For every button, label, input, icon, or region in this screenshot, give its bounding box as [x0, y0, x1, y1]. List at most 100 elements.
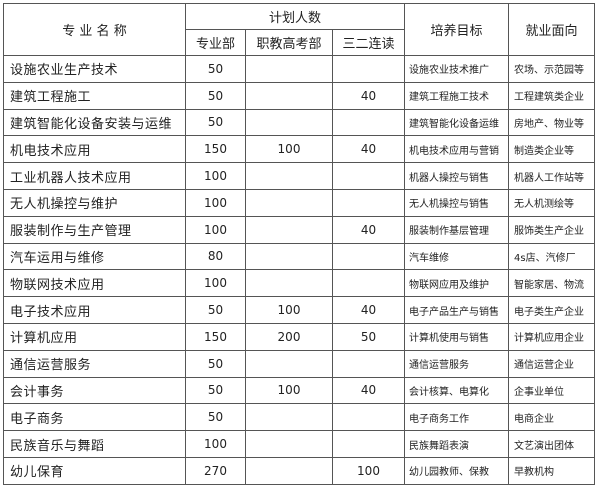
- training-goal: 通信运营服务: [404, 349, 509, 378]
- vocational-count: [245, 403, 333, 432]
- three-two-count: [332, 242, 405, 271]
- table-row: 电子商务 50 电子商务工作 电商企业: [3, 403, 595, 432]
- training-goal: 建筑工程施工技术: [404, 81, 509, 110]
- vocational-count: [245, 349, 333, 378]
- table-row: 设施农业生产技术 50 设施农业技术推广 农场、示范园等: [3, 55, 595, 83]
- dept-count: 50: [185, 108, 246, 137]
- three-two-count: [332, 188, 405, 217]
- training-goal: 物联网应用及维护: [404, 269, 509, 298]
- training-goal: 民族舞蹈表演: [404, 430, 509, 458]
- dept-count: 100: [185, 269, 246, 298]
- table-row: 计算机应用 150 200 50 计算机使用与销售 计算机应用企业: [3, 322, 595, 351]
- employment-direction: 无人机测绘等: [508, 188, 595, 217]
- employment-direction: 计算机应用企业: [508, 322, 595, 351]
- dept-count: 150: [185, 135, 246, 164]
- dept-count: 100: [185, 430, 246, 458]
- three-two-count: 40: [332, 81, 405, 110]
- three-two-count: 40: [332, 296, 405, 324]
- table-row: 无人机操控与维护 100 无人机操控与销售 无人机测绘等: [3, 188, 595, 217]
- three-two-count: 40: [332, 135, 405, 164]
- vocational-count: [245, 81, 333, 110]
- employment-direction: 农场、示范园等: [508, 55, 595, 83]
- dept-count: 50: [185, 376, 246, 405]
- training-goal: 计算机使用与销售: [404, 322, 509, 351]
- three-two-count: 40: [332, 376, 405, 405]
- training-goal: 电子商务工作: [404, 403, 509, 432]
- table-row: 幼儿保育 270 100 幼儿园教师、保教 早教机构: [3, 456, 595, 485]
- major-name: 建筑智能化设备安装与运维: [3, 108, 186, 137]
- dept-count: 50: [185, 55, 246, 83]
- table-row: 服装制作与生产管理 100 40 服装制作基层管理 服饰类生产企业: [3, 215, 595, 244]
- vocational-count: 100: [245, 296, 333, 324]
- employment-direction: 通信运营企业: [508, 349, 595, 378]
- header-vocational: 职教高考部: [245, 29, 333, 56]
- employment-direction: 房地产、物业等: [508, 108, 595, 137]
- major-name: 通信运营服务: [3, 349, 186, 378]
- enrollment-plan-table: 专 业 名 称 计划人数 培养目标 就业面向 专业部 职教高考部 三二连读 设施…: [3, 3, 595, 485]
- employment-direction: 服饰类生产企业: [508, 215, 595, 244]
- employment-direction: 早教机构: [508, 456, 595, 485]
- dept-count: 100: [185, 188, 246, 217]
- table-row: 建筑智能化设备安装与运维 50 建筑智能化设备运维 房地产、物业等: [3, 108, 595, 137]
- training-goal: 设施农业技术推广: [404, 55, 509, 83]
- training-goal: 幼儿园教师、保教: [404, 456, 509, 485]
- employment-direction: 制造类企业等: [508, 135, 595, 164]
- header-goal: 培养目标: [404, 3, 509, 56]
- vocational-count: 100: [245, 135, 333, 164]
- three-two-count: [332, 269, 405, 298]
- header-three-two: 三二连读: [332, 29, 405, 56]
- header-major: 专 业 名 称: [3, 3, 186, 56]
- three-two-count: [332, 108, 405, 137]
- vocational-count: 200: [245, 322, 333, 351]
- three-two-count: 50: [332, 322, 405, 351]
- training-goal: 汽车维修: [404, 242, 509, 271]
- vocational-count: [245, 456, 333, 485]
- major-name: 设施农业生产技术: [3, 55, 186, 83]
- three-two-count: [332, 55, 405, 83]
- table-row: 电子技术应用 50 100 40 电子产品生产与销售 电子类生产企业: [3, 296, 595, 324]
- dept-count: 50: [185, 349, 246, 378]
- vocational-count: [245, 162, 333, 190]
- dept-count: 50: [185, 403, 246, 432]
- header-dept: 专业部: [185, 29, 246, 56]
- employment-direction: 工程建筑类企业: [508, 81, 595, 110]
- major-name: 电子商务: [3, 403, 186, 432]
- vocational-count: [245, 269, 333, 298]
- vocational-count: 100: [245, 376, 333, 405]
- three-two-count: 40: [332, 215, 405, 244]
- training-goal: 机电技术应用与营销: [404, 135, 509, 164]
- employment-direction: 机器人工作站等: [508, 162, 595, 190]
- major-name: 电子技术应用: [3, 296, 186, 324]
- employment-direction: 电子类生产企业: [508, 296, 595, 324]
- major-name: 民族音乐与舞蹈: [3, 430, 186, 458]
- table-row: 会计事务 50 100 40 会计核算、电算化 企事业单位: [3, 376, 595, 405]
- vocational-count: [245, 55, 333, 83]
- major-name: 汽车运用与维修: [3, 242, 186, 271]
- dept-count: 50: [185, 81, 246, 110]
- table-row: 通信运营服务 50 通信运营服务 通信运营企业: [3, 349, 595, 378]
- header-employment: 就业面向: [508, 3, 595, 56]
- training-goal: 机器人操控与销售: [404, 162, 509, 190]
- employment-direction: 文艺演出团体: [508, 430, 595, 458]
- table-row: 民族音乐与舞蹈 100 民族舞蹈表演 文艺演出团体: [3, 430, 595, 458]
- table-row: 汽车运用与维修 80 汽车维修 4s店、汽修厂: [3, 242, 595, 271]
- three-two-count: [332, 403, 405, 432]
- vocational-count: [245, 215, 333, 244]
- three-two-count: 100: [332, 456, 405, 485]
- major-name: 物联网技术应用: [3, 269, 186, 298]
- training-goal: 服装制作基层管理: [404, 215, 509, 244]
- employment-direction: 智能家居、物流: [508, 269, 595, 298]
- header-plan: 计划人数: [185, 3, 405, 30]
- training-goal: 建筑智能化设备运维: [404, 108, 509, 137]
- major-name: 建筑工程施工: [3, 81, 186, 110]
- major-name: 服装制作与生产管理: [3, 215, 186, 244]
- major-name: 幼儿保育: [3, 456, 186, 485]
- dept-count: 270: [185, 456, 246, 485]
- major-name: 工业机器人技术应用: [3, 162, 186, 190]
- major-name: 机电技术应用: [3, 135, 186, 164]
- major-name: 计算机应用: [3, 322, 186, 351]
- three-two-count: [332, 430, 405, 458]
- three-two-count: [332, 349, 405, 378]
- three-two-count: [332, 162, 405, 190]
- employment-direction: 4s店、汽修厂: [508, 242, 595, 271]
